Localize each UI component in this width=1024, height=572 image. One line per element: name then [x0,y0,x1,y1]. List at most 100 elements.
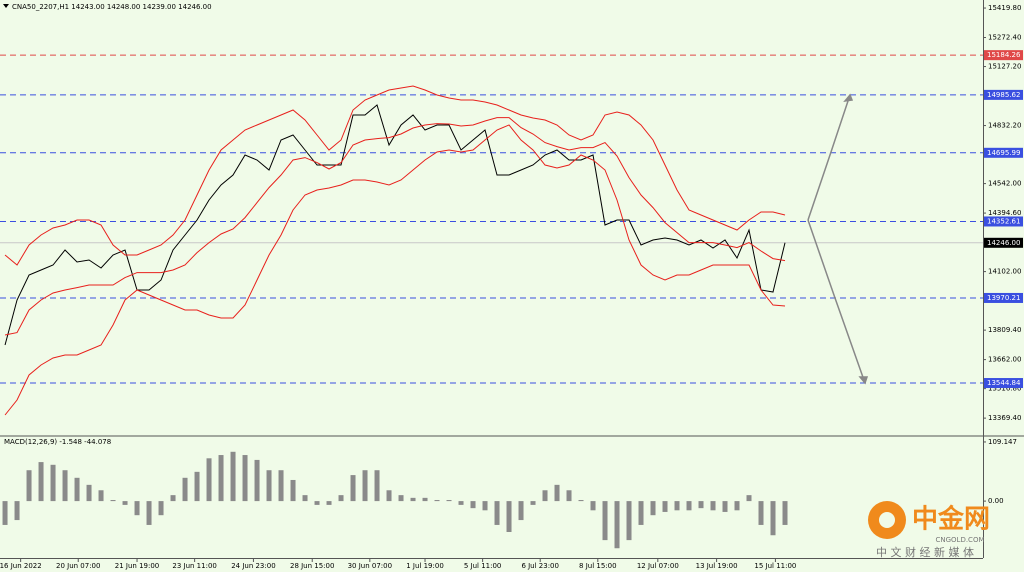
macd-bar [698,501,704,509]
logo-site: CNGOLD.COM [935,536,984,544]
x-tick-label: 12 Jul 07:00 [637,562,679,570]
macd-pane: 109.147 0.00 16 Jun 2022 20 Jun 07:00 21 Jun… [0,438,1017,570]
bollinger-band [4,85,786,266]
macd-bar [38,462,44,502]
macd-bar [266,470,272,502]
y-tick-label: 0.00 [988,497,1004,505]
x-tick-label: 6 Jul 23:00 [521,562,559,570]
y-tick-label: 13369.40 [988,414,1021,422]
macd-bar [446,500,452,502]
price-pane: 15419.80 15272.40 15127.20 14832.20 14542.00… [0,4,1023,422]
macd-bar [458,501,464,505]
level-tag [984,147,1023,158]
last-price-tag [984,237,1023,248]
level-label: 15184.26 [987,51,1021,59]
macd-bar [650,501,656,516]
macd-bar [110,500,116,502]
x-tick-label: 21 Jun 19:00 [115,562,159,570]
logo-name: 中金网 [912,504,990,535]
macd-bar [674,501,680,511]
macd-bar [86,484,92,502]
macd-bar [566,490,572,502]
y-tick-label: 15272.40 [988,34,1021,42]
macd-bar [338,495,344,502]
macd-bar [350,475,356,502]
level-label: 14695.99 [987,149,1020,157]
forecast-arrows [807,93,869,385]
level-tag [984,292,1023,303]
bollinger-band [4,117,786,336]
macd-bar [26,470,32,502]
macd-bar [746,495,752,502]
macd-bar [314,501,320,505]
x-tick-label: 24 Jun 23:00 [231,562,275,570]
level-label: 14985.62 [987,91,1020,99]
y-tick-label: 15419.80 [988,4,1021,12]
macd-bar [98,490,104,502]
arrow-head [858,376,869,385]
logo-mark [879,512,895,528]
macd-bar [14,501,20,521]
macd-bar [554,484,560,502]
macd-bar [770,501,776,536]
macd-bar [422,497,428,502]
macd-bar [194,471,200,502]
macd-bar [782,501,788,525]
macd-bar [170,495,176,502]
macd-bar [518,501,524,521]
macd-bar [506,501,512,532]
bollinger-band [4,124,786,416]
macd-bar [302,495,308,502]
x-tick-label: 8 Jul 15:00 [579,562,617,570]
macd-bar [734,501,740,511]
y-tick-label: 13809.40 [988,326,1021,334]
macd-bar [398,495,404,502]
x-tick-label: 1 Jul 19:00 [406,562,444,570]
x-tick-label: 5 Jul 11:00 [464,562,502,570]
macd-bar [482,501,488,511]
macd-bar [230,451,236,502]
macd-bar [50,464,56,502]
macd-bar [326,501,332,505]
x-tick-label: 23 Jun 11:00 [172,562,216,570]
macd-bar [722,501,728,512]
x-tick-label: 15 Jul 11:00 [754,562,796,570]
macd-bar [374,470,380,502]
macd-bar [434,500,440,502]
forecast-up [807,94,851,221]
level-tag [984,378,1023,389]
level-label: 13544.84 [987,379,1021,387]
x-tick-label: 30 Jun 07:00 [348,562,392,570]
macd-bar [614,501,620,549]
logo: 中金网 CNGOLD.COM 中 文 财 经 新 媒 体 [868,501,990,559]
x-tick-label: 28 Jun 15:00 [290,562,334,570]
macd-bar [386,490,392,502]
level-tag [984,89,1023,100]
y-tick-label: 15127.20 [988,63,1021,71]
macd-bar [662,501,668,512]
level-tag [984,216,1023,227]
y-tick-label: 14394.60 [988,209,1021,217]
x-tick-label: 20 Jun 07:00 [56,562,100,570]
y-tick-label: 13516.80 [988,385,1021,393]
y-tick-label: 14832.20 [988,122,1021,130]
macd-bar [494,501,500,525]
macd-bar [470,501,476,509]
macd-bar [590,501,596,511]
macd-bar [158,501,164,516]
y-tick-label: 13662.00 [988,356,1021,364]
macd-bar [530,501,536,505]
macd-bar [206,458,212,502]
macd-bar [626,501,632,541]
macd-bar [290,479,296,502]
macd-bar [410,497,416,502]
menu-arrow[interactable] [3,4,9,8]
macd-header: MACD(12,26,9) -1.548 -44.078 [4,438,111,446]
symbol-header: CNA50_2207,H1 14243.00 14248.00 14239.00… [12,3,212,11]
macd-bar [602,501,608,541]
level-label: 13970.21 [987,294,1020,302]
macd-bar [122,501,128,505]
macd-bar [542,490,548,502]
level-label: 14352.61 [987,217,1020,225]
